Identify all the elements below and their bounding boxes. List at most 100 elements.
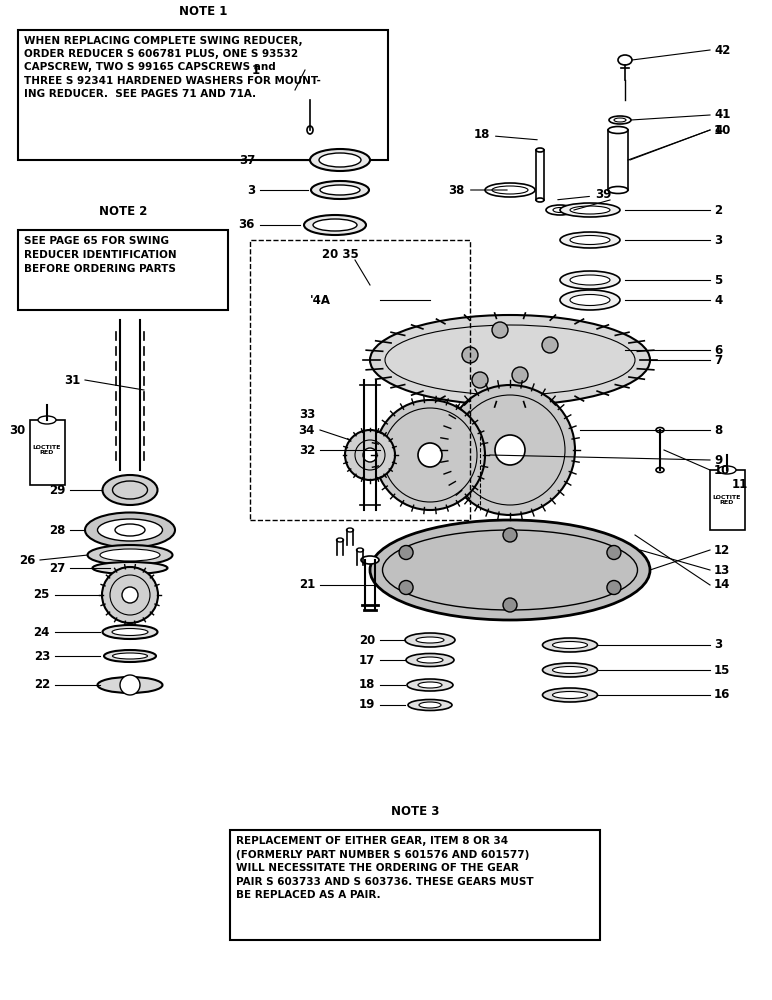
Text: 34: 34 — [299, 424, 315, 436]
Ellipse shape — [407, 679, 453, 691]
Bar — [30, 420, 65, 485]
Ellipse shape — [543, 688, 598, 702]
Text: 25: 25 — [34, 588, 50, 601]
Text: 3: 3 — [247, 184, 255, 196]
Text: 42: 42 — [714, 43, 730, 56]
Ellipse shape — [385, 325, 635, 395]
Ellipse shape — [546, 205, 574, 215]
Ellipse shape — [656, 468, 664, 473]
Text: 39: 39 — [557, 188, 611, 202]
Ellipse shape — [553, 666, 587, 674]
Text: LOCTITE
RED: LOCTITE RED — [713, 495, 741, 505]
Circle shape — [503, 598, 517, 612]
Ellipse shape — [319, 153, 361, 167]
Circle shape — [445, 385, 575, 515]
Bar — [18, 30, 388, 160]
Text: 36: 36 — [239, 219, 255, 232]
Ellipse shape — [553, 692, 587, 698]
Text: 9: 9 — [714, 454, 723, 466]
Bar — [710, 470, 745, 530]
Ellipse shape — [536, 148, 544, 152]
Ellipse shape — [103, 625, 157, 639]
Circle shape — [122, 587, 138, 603]
Ellipse shape — [408, 700, 452, 710]
Ellipse shape — [560, 271, 620, 289]
Text: 31: 31 — [64, 373, 80, 386]
Ellipse shape — [419, 702, 441, 708]
Ellipse shape — [104, 650, 156, 662]
Ellipse shape — [382, 530, 638, 610]
Ellipse shape — [97, 519, 162, 541]
Text: 30: 30 — [8, 424, 25, 436]
Ellipse shape — [93, 562, 168, 574]
Ellipse shape — [553, 208, 567, 213]
Ellipse shape — [97, 677, 162, 693]
Ellipse shape — [570, 275, 610, 285]
Text: 14: 14 — [714, 578, 730, 591]
Circle shape — [542, 337, 558, 353]
Text: 18: 18 — [359, 678, 375, 692]
Ellipse shape — [87, 545, 172, 565]
Ellipse shape — [405, 633, 455, 647]
Ellipse shape — [718, 466, 736, 474]
Circle shape — [512, 367, 528, 383]
Text: 15: 15 — [714, 664, 730, 676]
Text: 38: 38 — [449, 184, 507, 196]
Text: 2: 2 — [714, 204, 722, 217]
Ellipse shape — [357, 548, 364, 552]
Text: 3: 3 — [714, 233, 722, 246]
Circle shape — [383, 408, 477, 502]
Ellipse shape — [543, 638, 598, 652]
Text: 32: 32 — [299, 444, 315, 456]
Ellipse shape — [608, 126, 628, 133]
Text: 40: 40 — [714, 123, 730, 136]
Ellipse shape — [614, 118, 626, 122]
Text: 27: 27 — [49, 562, 65, 574]
Ellipse shape — [85, 512, 175, 548]
Ellipse shape — [417, 657, 443, 663]
Text: 24: 24 — [34, 626, 50, 639]
Ellipse shape — [112, 629, 148, 636]
Circle shape — [472, 372, 488, 388]
Circle shape — [492, 322, 508, 338]
Text: 1: 1 — [714, 123, 722, 136]
Text: 4: 4 — [714, 294, 723, 306]
Ellipse shape — [570, 344, 610, 356]
Ellipse shape — [618, 55, 632, 65]
Ellipse shape — [113, 481, 147, 499]
Text: WHEN REPLACING COMPLETE SWING REDUCER,
ORDER REDUCER S 606781 PLUS, ONE S 93532
: WHEN REPLACING COMPLETE SWING REDUCER, O… — [24, 36, 321, 99]
Circle shape — [503, 528, 517, 542]
Ellipse shape — [560, 203, 620, 217]
Ellipse shape — [656, 428, 664, 432]
Text: 20 35: 20 35 — [322, 248, 358, 261]
Text: 13: 13 — [714, 564, 730, 576]
Circle shape — [355, 440, 385, 470]
Ellipse shape — [310, 149, 370, 171]
Ellipse shape — [320, 185, 360, 195]
Ellipse shape — [416, 637, 444, 643]
Ellipse shape — [418, 682, 442, 688]
Text: 22: 22 — [34, 678, 50, 692]
Bar — [230, 830, 600, 940]
Ellipse shape — [560, 339, 620, 361]
Ellipse shape — [570, 294, 610, 306]
Circle shape — [418, 443, 442, 467]
Circle shape — [399, 580, 413, 594]
Text: 8: 8 — [714, 424, 723, 436]
Text: 19: 19 — [359, 698, 375, 712]
Text: 20: 20 — [359, 634, 375, 647]
Text: 29: 29 — [49, 484, 65, 496]
Text: 1: 1 — [252, 64, 260, 77]
Circle shape — [375, 400, 485, 510]
Ellipse shape — [38, 416, 56, 424]
Ellipse shape — [113, 653, 147, 659]
Text: 11: 11 — [732, 479, 748, 491]
Text: SEE PAGE 65 FOR SWING
REDUCER IDENTIFICATION
BEFORE ORDERING PARTS: SEE PAGE 65 FOR SWING REDUCER IDENTIFICA… — [24, 236, 177, 274]
Ellipse shape — [570, 206, 610, 214]
Text: LOCTITE
RED: LOCTITE RED — [33, 445, 61, 455]
Bar — [18, 230, 228, 310]
Ellipse shape — [609, 116, 631, 124]
Text: 6: 6 — [714, 344, 723, 357]
Text: 3: 3 — [714, 639, 722, 652]
Ellipse shape — [313, 219, 357, 231]
